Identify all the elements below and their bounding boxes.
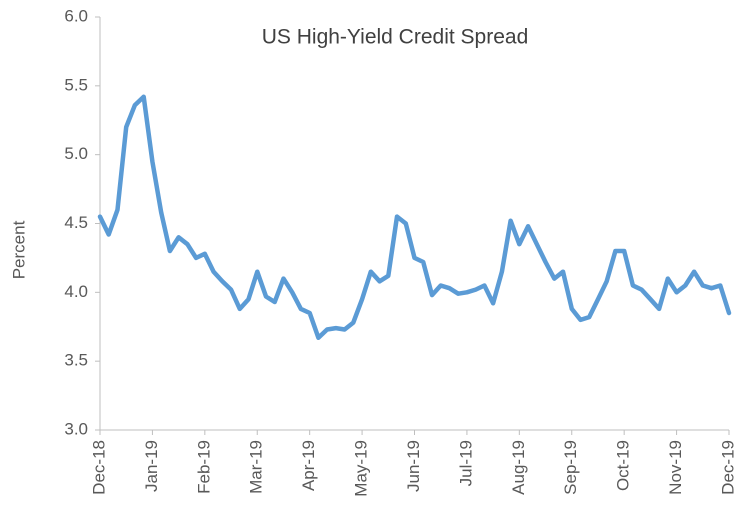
y-tick-label: 4.0 [64,282,88,301]
x-tick-label: Jan-19 [142,440,161,492]
x-tick-label: Jun-19 [404,440,423,492]
x-tick-label: Dec-18 [89,440,108,495]
x-tick-label: May-19 [352,440,371,497]
y-tick-label: 5.0 [64,144,88,163]
y-axis-label: Percent [9,220,28,279]
x-tick-label: Dec-19 [718,440,737,495]
line-series [97,94,732,341]
y-tick-label: 5.5 [64,75,88,94]
x-tick-label: Apr-19 [299,440,318,491]
y-tick-label: 6.0 [64,6,88,25]
x-tick-label: Feb-19 [194,440,213,494]
x-tick-label: Nov-19 [666,440,685,495]
y-tick-label: 4.5 [64,213,88,232]
x-tick-label: Aug-19 [509,440,528,495]
y-tick-label: 3.0 [64,419,88,438]
x-tick-label: Sep-19 [561,440,580,495]
x-tick-label: Jul-19 [456,440,475,486]
y-tick-label: 3.5 [64,351,88,370]
x-tick-label: Oct-19 [614,440,633,491]
x-tick-label: Mar-19 [247,440,266,494]
chart-title: US High-Yield Credit Spread [262,26,529,49]
